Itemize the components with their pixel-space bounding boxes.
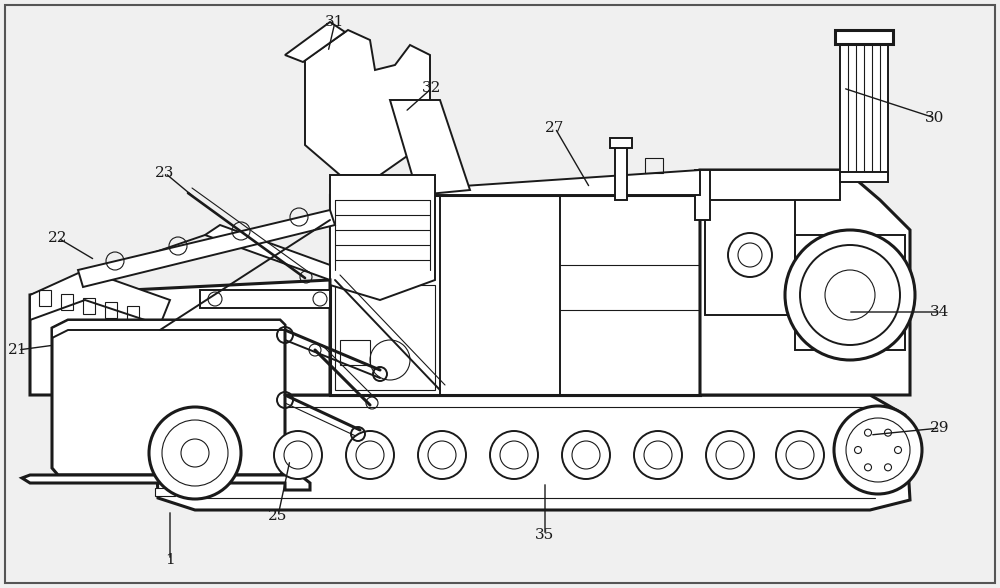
Bar <box>795 235 905 350</box>
Text: 27: 27 <box>545 121 565 135</box>
Bar <box>127 306 139 322</box>
Polygon shape <box>330 175 435 300</box>
Bar <box>330 195 700 395</box>
Bar <box>645 158 663 173</box>
Polygon shape <box>305 30 430 175</box>
Text: 31: 31 <box>325 15 345 29</box>
Bar <box>695 170 710 220</box>
Circle shape <box>776 431 824 479</box>
Circle shape <box>785 230 915 360</box>
Polygon shape <box>285 22 345 62</box>
Polygon shape <box>205 225 330 280</box>
Circle shape <box>562 431 610 479</box>
Polygon shape <box>155 395 910 510</box>
Circle shape <box>274 431 322 479</box>
Text: 1: 1 <box>165 553 175 567</box>
Circle shape <box>634 431 682 479</box>
Bar <box>335 285 435 390</box>
Bar <box>83 298 95 314</box>
Polygon shape <box>330 170 700 195</box>
Text: 25: 25 <box>268 509 288 523</box>
Bar <box>105 302 117 318</box>
Polygon shape <box>30 270 170 325</box>
Bar <box>610 138 632 148</box>
Polygon shape <box>52 320 285 338</box>
Bar <box>61 294 73 310</box>
Bar <box>155 488 175 496</box>
Text: 30: 30 <box>925 111 945 125</box>
Text: 23: 23 <box>155 166 175 180</box>
Polygon shape <box>390 100 470 195</box>
Text: 32: 32 <box>422 81 442 95</box>
Bar <box>340 340 370 365</box>
Bar <box>700 170 840 200</box>
Text: 21: 21 <box>8 343 28 357</box>
Circle shape <box>149 407 241 499</box>
Bar <box>705 195 795 315</box>
Bar <box>840 40 888 175</box>
Polygon shape <box>330 195 700 395</box>
Circle shape <box>346 431 394 479</box>
Bar <box>615 145 627 200</box>
Bar <box>835 30 893 44</box>
Circle shape <box>418 431 466 479</box>
Text: 29: 29 <box>930 421 950 435</box>
Polygon shape <box>700 170 910 395</box>
Text: 35: 35 <box>535 528 555 542</box>
Text: 22: 22 <box>48 231 68 245</box>
Circle shape <box>834 406 922 494</box>
Circle shape <box>490 431 538 479</box>
Bar <box>39 290 51 306</box>
Polygon shape <box>78 210 335 287</box>
Text: 34: 34 <box>930 305 950 319</box>
Bar <box>840 172 888 182</box>
Bar <box>200 290 330 308</box>
Polygon shape <box>22 475 310 490</box>
Polygon shape <box>30 280 330 395</box>
Polygon shape <box>52 320 285 475</box>
Circle shape <box>706 431 754 479</box>
